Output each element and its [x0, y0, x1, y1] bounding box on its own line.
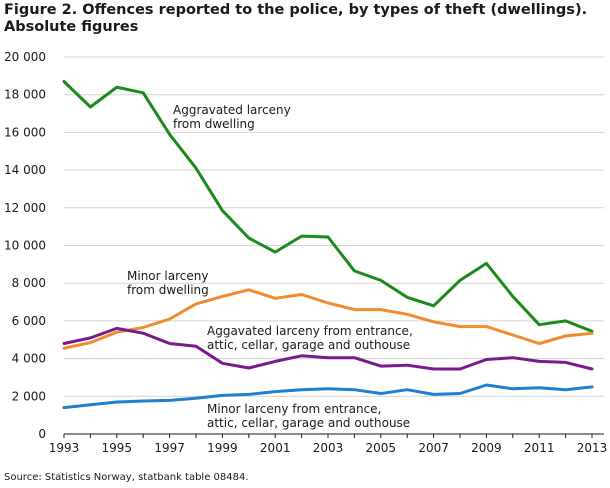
x-axis [63, 433, 604, 438]
series-label-1-line-1: Aggravated larceny [173, 103, 291, 117]
x-tick-label: 1997 [154, 441, 185, 455]
y-tick-label: 10 000 [4, 239, 46, 253]
x-tick-label: 1995 [102, 441, 133, 455]
y-tick-label: 4 000 [12, 352, 46, 366]
x-tick-label: 2007 [418, 441, 449, 455]
x-tick-label: 1999 [207, 441, 238, 455]
series-line-2 [62, 288, 594, 350]
x-tick-label: 1993 [49, 441, 80, 455]
x-tick-label: 2003 [313, 441, 344, 455]
y-tick-label: 16 000 [4, 125, 46, 139]
chart-title-line-2: Absolute figures [4, 19, 139, 35]
y-tick-label: 20 000 [4, 50, 46, 64]
series-label-4-line-2: attic, cellar, garage and outhouse [207, 416, 410, 430]
y-tick-label: 18 000 [4, 88, 46, 102]
x-axis-tick-labels: 1993 1995 1997 1999 2001 2003 2005 2007 2009 2011… [49, 441, 608, 455]
chart-title: Figure 2. Offences reported to the polic… [4, 2, 604, 36]
chart-title-line-1: Figure 2. Offences reported to the polic… [4, 2, 588, 18]
series-label-2-line-1: Minor larceny [127, 269, 208, 283]
x-tick-label: 2009 [471, 441, 502, 455]
series-lines [62, 80, 594, 410]
series-label-2-line-2: from dwelling [127, 283, 209, 297]
source-note: Source: Statistics Norway, statbank tabl… [4, 472, 249, 483]
series-line-4 [62, 383, 594, 410]
x-tick-label: 2005 [366, 441, 397, 455]
series-line-1 [62, 80, 594, 333]
series-label-4-line-1: Minor larceny from entrance, [207, 402, 381, 416]
y-tick-label: 12 000 [4, 201, 46, 215]
x-tick-label: 2001 [260, 441, 291, 455]
line-chart: 0 2 000 4 000 6 000 8 000 10 000 12 000 14 000 1… [4, 50, 608, 455]
series-label-3-line-1: Aggavated larceny from entrance, [207, 324, 413, 338]
x-tick-label: 2011 [524, 441, 555, 455]
series-label-3-line-2: attic, cellar, garage and outhouse [207, 338, 410, 352]
y-tick-label: 2 000 [12, 389, 46, 403]
y-tick-label: 0 [38, 427, 46, 441]
y-axis-tick-labels: 0 2 000 4 000 6 000 8 000 10 000 12 000 14 000 1… [4, 50, 46, 441]
series-line-3 [62, 326, 594, 371]
series-label-1-line-2: from dwelling [173, 117, 255, 131]
y-tick-label: 6 000 [12, 314, 46, 328]
y-tick-label: 14 000 [4, 163, 46, 177]
y-tick-label: 8 000 [12, 276, 46, 290]
x-tick-label: 2013 [577, 441, 608, 455]
